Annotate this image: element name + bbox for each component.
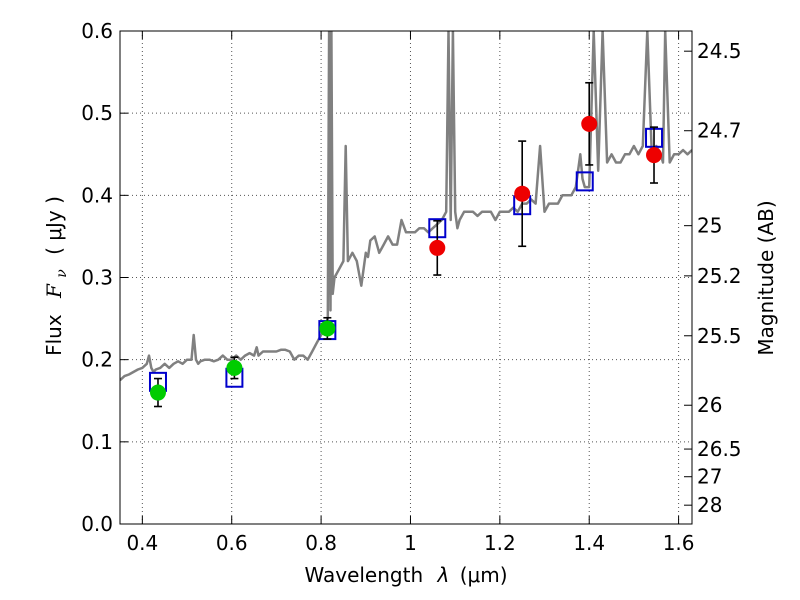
mag-tick-label: 25 bbox=[697, 214, 722, 238]
mag-tick-label: 25.5 bbox=[697, 324, 742, 348]
spectrum-series bbox=[120, 31, 692, 382]
spectrum-line bbox=[120, 31, 692, 382]
x-tick-label: 0.8 bbox=[305, 531, 337, 555]
ticks: 0.4 0.6 0.8 1 1.2 1.4 1.6 0.0 0.1 0.2 0.3 0.4 0.5 0.6… bbox=[81, 19, 741, 555]
observed-point bbox=[319, 320, 336, 337]
y-axis-title-subscript: ν bbox=[54, 269, 70, 278]
y2-axis-title: Magnitude (AB) bbox=[754, 200, 778, 355]
y-axis-title-prefix: Flux bbox=[42, 314, 66, 356]
y-axis-title-symbol: F bbox=[42, 283, 66, 299]
y-tick-label: 0.6 bbox=[81, 19, 113, 43]
y-tick-label: 0.1 bbox=[81, 430, 113, 454]
x-axis-title-symbol: λ bbox=[437, 563, 450, 587]
x-tick-label: 0.4 bbox=[126, 531, 158, 555]
y-tick-label: 0.5 bbox=[81, 101, 113, 125]
x-tick-label: 1.6 bbox=[663, 531, 695, 555]
observed-point bbox=[149, 384, 166, 401]
observed-point bbox=[226, 359, 243, 376]
x-axis-title-unit: (μm) bbox=[460, 563, 508, 587]
y-tick-label: 0.3 bbox=[81, 266, 113, 290]
y-axis-title-unit: ( μJy ) bbox=[42, 196, 66, 255]
x-tick-label: 0.6 bbox=[216, 531, 248, 555]
x-tick-label: 1.4 bbox=[573, 531, 605, 555]
observed-point bbox=[514, 185, 531, 202]
mag-tick-label: 26.5 bbox=[697, 437, 742, 461]
mag-tick-label: 25.2 bbox=[697, 264, 742, 288]
mag-tick-label: 24.5 bbox=[697, 39, 742, 63]
mag-tick-label: 26 bbox=[697, 393, 722, 417]
observed-point-series bbox=[149, 115, 663, 401]
y-tick-label: 0.4 bbox=[81, 183, 113, 207]
observed-point bbox=[646, 147, 663, 164]
model-box-marker bbox=[575, 171, 594, 192]
model-box-series bbox=[148, 127, 664, 392]
mag-tick-label: 27 bbox=[697, 465, 722, 489]
x-tick-label: 1.2 bbox=[484, 531, 516, 555]
mag-tick-label: 28 bbox=[697, 493, 722, 517]
mag-tick-label: 24.7 bbox=[697, 119, 742, 143]
y-tick-label: 0.2 bbox=[81, 348, 113, 372]
y-tick-label: 0.0 bbox=[81, 512, 113, 536]
observed-point bbox=[429, 239, 446, 256]
y-axis-title: Flux F ν ( μJy ) bbox=[42, 196, 71, 356]
errorbar-series bbox=[153, 81, 659, 408]
x-tick-label: 1 bbox=[404, 531, 417, 555]
x-axis-title-prefix: Wavelength bbox=[304, 563, 423, 587]
observed-point bbox=[581, 115, 598, 132]
x-axis-title: Wavelength λ (μm) bbox=[304, 563, 507, 587]
